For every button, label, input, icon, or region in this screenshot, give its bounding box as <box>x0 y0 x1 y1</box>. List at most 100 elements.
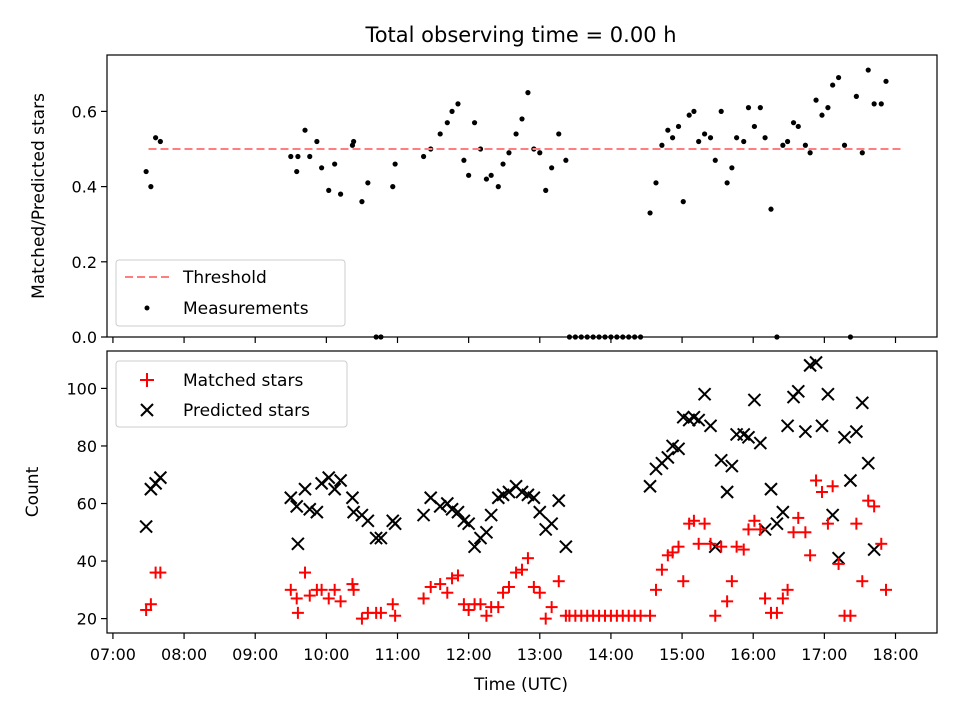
matched-star-marker <box>446 572 459 585</box>
measurement-point <box>665 127 671 133</box>
matched-star-marker <box>826 480 839 493</box>
measurement-point <box>702 131 708 137</box>
measurement-point <box>326 187 332 193</box>
matched-star-marker <box>347 583 360 596</box>
measurement-point <box>647 210 653 216</box>
measurement-point <box>785 138 791 145</box>
matched-star-marker <box>154 566 167 579</box>
measurement-point <box>680 199 686 205</box>
measurement-point <box>157 138 163 145</box>
bottom-x-ticks: 07:00 08:00 09:00 10:00 11:00 12:00 13:00 14:00… <box>90 633 919 664</box>
bottom-x-tick-label: 17:00 <box>801 645 847 664</box>
measurement-point <box>302 127 308 133</box>
predicted-star-marker-stroke <box>815 419 829 433</box>
predicted-star-marker-stroke <box>416 508 431 522</box>
predicted-star-marker <box>552 493 566 508</box>
measurements-points <box>143 67 889 340</box>
predicted-star-marker <box>451 505 465 519</box>
matched-star-marker <box>649 583 662 596</box>
chart-title: Total observing time = 0.00 h <box>364 23 676 47</box>
matched-star-marker <box>804 549 817 562</box>
measurement-point <box>549 165 555 171</box>
predicted-star-marker-stroke <box>451 505 465 519</box>
matched-star-marker <box>144 598 157 611</box>
predicted-star-marker-stroke <box>720 485 734 499</box>
matched-star-marker <box>424 580 437 593</box>
predicted-stars-points <box>139 355 881 565</box>
matched-star-marker <box>832 557 845 570</box>
predicted-star-marker <box>345 491 360 505</box>
measurement-point <box>513 131 519 137</box>
predicted-star-marker <box>484 508 498 522</box>
predicted-star-marker-stroke <box>361 514 375 528</box>
predicted-star-marker <box>533 505 547 519</box>
predicted-star-marker-stroke <box>515 485 529 499</box>
matched-star-marker <box>291 606 304 619</box>
bottom-legend-box <box>115 360 348 428</box>
predicted-star-marker-stroke <box>855 396 870 410</box>
predicted-star-marker-stroke <box>298 482 312 496</box>
predicted-star-marker <box>559 539 573 554</box>
predicted-star-marker <box>661 450 675 465</box>
measurement-point <box>707 135 714 141</box>
predicted-star-marker-stroke <box>527 491 541 505</box>
matched-star-marker <box>792 511 805 524</box>
legend-predicted-swatch <box>140 403 154 417</box>
matched-star-marker <box>687 514 700 527</box>
predicted-star-marker-stroke <box>433 499 447 514</box>
predicted-star-marker-stroke <box>445 502 459 516</box>
matched-star-marker <box>725 575 738 588</box>
measurement-point <box>724 180 730 186</box>
predicted-star-marker <box>843 473 858 488</box>
matched-star-marker <box>759 592 772 605</box>
predicted-star-marker-stroke <box>861 456 875 470</box>
predicted-star-marker <box>703 419 718 433</box>
predicted-star-marker-stroke <box>467 539 482 554</box>
top-legend-box <box>115 259 346 327</box>
measurement-point <box>780 142 786 148</box>
top-y-ticks: 0.0 0.2 0.4 0.6 <box>72 102 107 347</box>
measurement-point <box>359 199 365 205</box>
measurement-point <box>466 172 472 178</box>
matched-star-marker <box>754 523 767 536</box>
bottom-legend: Matched stars Predicted stars <box>115 360 348 428</box>
matched-star-marker <box>709 609 722 622</box>
measurement-point <box>696 138 702 145</box>
matched-star-marker <box>730 540 743 553</box>
predicted-star-marker <box>770 516 784 531</box>
measurement-point <box>871 101 877 107</box>
top-y-tick-label: 0.4 <box>72 178 97 197</box>
matched-star-marker <box>776 592 789 605</box>
predicted-star-marker-stroke <box>484 508 498 522</box>
predicted-star-marker-stroke <box>374 531 388 545</box>
predicted-star-marker <box>861 456 875 470</box>
predicted-star-marker <box>791 384 805 398</box>
matched-star-marker <box>516 563 528 576</box>
bottom-panel: 20 40 60 80 100 07:00 08:00 09:00 10:00 11:00 12:… <box>23 350 938 695</box>
predicted-star-marker <box>643 479 657 493</box>
matched-star-marker <box>742 523 755 536</box>
predicted-star-marker-stroke <box>714 453 728 468</box>
predicted-star-marker <box>725 459 739 473</box>
measurement-point <box>691 108 697 114</box>
predicted-star-marker <box>815 419 829 433</box>
predicted-star-marker-stroke <box>725 459 739 473</box>
bottom-y-tick-label: 80 <box>77 437 97 456</box>
matched-star-marker <box>434 578 447 591</box>
predicted-star-marker <box>544 516 559 531</box>
predicted-star-marker-stroke <box>849 424 864 439</box>
predicted-star-marker-stroke <box>345 491 360 505</box>
bottom-y-tick-label: 60 <box>77 495 97 514</box>
measurement-point <box>556 131 562 137</box>
measurement-point <box>461 157 467 163</box>
matched-star-marker <box>880 583 893 596</box>
top-y-axis-label: Matched/Predicted stars <box>29 93 49 299</box>
predicted-star-marker-stroke <box>691 413 706 427</box>
predicted-star-marker <box>416 508 431 522</box>
predicted-star-marker <box>697 387 712 401</box>
matched-star-marker <box>334 595 347 608</box>
matched-star-marker <box>521 552 534 565</box>
measurement-point <box>444 120 450 126</box>
matched-star-marker <box>355 612 368 625</box>
predicted-star-marker-stroke <box>521 488 535 502</box>
